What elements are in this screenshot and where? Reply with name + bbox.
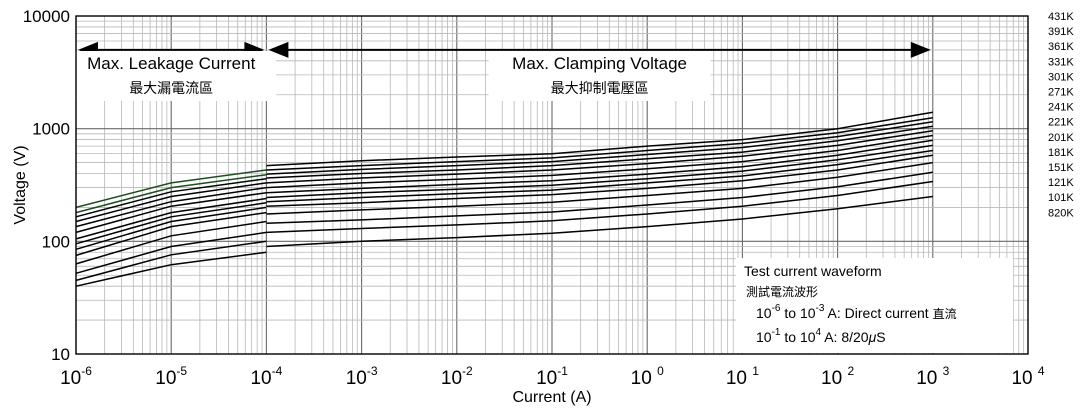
- series-curves: [75, 111, 933, 287]
- series-label: 820K: [1048, 207, 1074, 219]
- series-label: 361K: [1048, 41, 1074, 53]
- x-tick-label: 10-4: [250, 364, 282, 389]
- series-label: 201K: [1048, 132, 1074, 144]
- curve-clamping-201K: [266, 149, 933, 203]
- note-line-2-c: A: 8/20: [821, 329, 869, 345]
- curve-clamping-271K: [266, 134, 933, 189]
- series-label: 431K: [1048, 11, 1074, 23]
- series-label: 301K: [1048, 71, 1074, 83]
- x-tick-label: 10 3: [916, 364, 949, 389]
- curve-clamping-361K: [266, 121, 933, 175]
- note-line-2-a: 10: [756, 329, 772, 345]
- note-line-1-b: to 10: [780, 305, 815, 321]
- note-line-2-s: S: [876, 329, 885, 345]
- region-label-zh-leakage: 最大漏電流區: [129, 81, 213, 97]
- note-line-2: 10-1 to 104 A: 8/20μS: [756, 327, 886, 345]
- x-tick-label: 10 1: [726, 364, 759, 389]
- curve-leakage-820K: [75, 251, 267, 287]
- region-label-box-leakage: [66, 51, 277, 101]
- curve-clamping-820K: [266, 195, 933, 248]
- note-line-1-c: A: Direct current: [824, 305, 932, 321]
- curve-clamping-181K: [266, 154, 933, 207]
- curve-clamping-241K: [266, 139, 933, 194]
- x-tick-label: 10-6: [60, 364, 92, 389]
- x-tick-label: 10 2: [821, 364, 854, 389]
- x-tick-label: 10 0: [631, 364, 664, 389]
- series-label: 391K: [1048, 26, 1074, 38]
- curve-clamping-101K: [266, 180, 933, 234]
- note-line-2-mu: μ: [868, 329, 877, 345]
- curve-clamping-301K: [266, 129, 933, 184]
- note-title-zh: 測試電流波形: [746, 284, 818, 299]
- curve-leakage-121K: [75, 231, 267, 275]
- y-axis-label: Voltage (V): [12, 145, 29, 224]
- curve-clamping-221K: [266, 144, 933, 199]
- series-label: 101K: [1048, 192, 1074, 204]
- curve-leakage-201K: [75, 206, 267, 251]
- curve-leakage-361K: [75, 177, 267, 218]
- note-line-2-b-exp: 4: [816, 327, 822, 338]
- x-tick-label: 10-5: [155, 364, 187, 389]
- series-label: 241K: [1048, 102, 1074, 114]
- curve-clamping-391K: [266, 116, 933, 171]
- note-line-1-zh: 直流: [933, 307, 957, 321]
- region-label-box-clamping: [488, 51, 711, 101]
- x-axis-label: Current (A): [512, 389, 591, 406]
- region-arrowhead-right-clamping: [910, 41, 931, 58]
- note-line-2-a-exp: -1: [772, 327, 781, 338]
- series-label: 151K: [1048, 162, 1074, 174]
- x-tick-label: 10-1: [536, 364, 568, 389]
- curve-leakage-101K: [75, 240, 267, 282]
- note-box: [736, 258, 1013, 353]
- series-label: 121K: [1048, 177, 1074, 189]
- note-title: Test current waveform: [744, 263, 882, 279]
- curve-leakage-221K: [75, 202, 267, 245]
- curve-leakage-301K: [75, 186, 267, 228]
- curve-leakage-271K: [75, 191, 267, 234]
- curve-clamping-151K: [266, 161, 933, 215]
- series-label: 271K: [1048, 87, 1074, 99]
- note-line-1-a-exp: -6: [772, 303, 781, 314]
- curve-leakage-241K: [75, 197, 267, 240]
- x-tick-label: 10-2: [441, 364, 473, 389]
- y-tick-label: 1000: [32, 120, 70, 139]
- region-label-zh-clamping: 最大抑制電壓區: [551, 81, 649, 97]
- curve-leakage-431K: [75, 169, 267, 209]
- y-tick-label: 100: [42, 232, 70, 251]
- series-label: 331K: [1048, 56, 1074, 68]
- curve-leakage-391K: [75, 173, 267, 214]
- region-label-leakage: Max. Leakage Current: [87, 54, 255, 73]
- region-arrowhead-left-clamping: [268, 41, 289, 58]
- note-line-1-a: 10: [756, 305, 772, 321]
- y-axis-ticks: 10 100 1000 10000: [23, 7, 70, 364]
- note-line-2-b: to 10: [780, 329, 815, 345]
- curve-leakage-331K: [75, 182, 267, 223]
- series-label: 181K: [1048, 147, 1074, 159]
- series-labels: 431K 391K 361K 331K 301K 271K 241K 221K 201K 181K…: [1048, 11, 1074, 219]
- region-annotations: Max. Leakage Current 最大漏電流區 Max. Clamping …: [66, 41, 931, 101]
- curve-clamping-121K: [266, 171, 933, 224]
- plot-frame: [75, 15, 1029, 355]
- y-tick-label: 10000: [23, 7, 70, 26]
- curve-leakage-181K: [75, 211, 267, 257]
- x-tick-label: 10-3: [346, 364, 378, 389]
- y-tick-label: 10: [51, 345, 70, 364]
- test-waveform-note: Test current waveform 測試電流波形 10-6 to 10-…: [736, 258, 1013, 353]
- series-label: 221K: [1048, 117, 1074, 129]
- curve-clamping-331K: [266, 125, 933, 179]
- note-line-1-b-exp: -3: [816, 303, 825, 314]
- region-label-clamping: Max. Clamping Voltage: [512, 54, 687, 73]
- curve-leakage-151K: [75, 220, 267, 265]
- x-tick-label: 10 4: [1011, 364, 1044, 389]
- note-line-1: 10-6 to 10-3 A: Direct current 直流: [756, 303, 957, 321]
- curve-clamping-431K: [266, 111, 933, 167]
- x-axis-ticks: 10-6 10-5 10-4 10-3 10-2 10-1 10 0 10 1 10 2 10 3…: [60, 364, 1045, 389]
